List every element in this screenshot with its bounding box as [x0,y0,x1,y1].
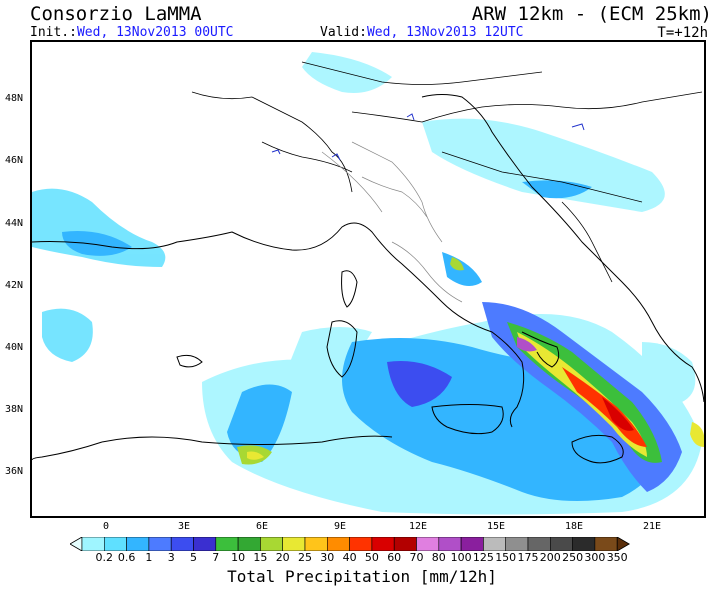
colorbar-tick-label: 0.6 [117,551,136,564]
lat-label-36n: 36N [5,466,24,477]
lat-label-40n: 40N [5,342,24,353]
colorbar-swatch [215,537,239,551]
colorbar-tick-label: 40 [342,551,357,564]
init-time: Init.:Wed, 13Nov2013 00UTC [30,25,234,40]
colorbar-high-arrow [616,537,630,551]
colorbar-tick-label: 300 [584,551,606,564]
lon-label-9e: 9E [333,521,347,532]
map-canvas [32,52,704,515]
valid-value: Wed, 13Nov2013 12UTC [366,25,524,40]
colorbar-swatch [460,537,484,551]
colorbar-tick-label: 5 [190,551,197,564]
colorbar-tick-label: 70 [409,551,424,564]
coastlines [32,94,704,464]
colorbar-tick-label: 175 [517,551,539,564]
lon-label-0: 0 [102,521,110,532]
colorbar-tick-label: 30 [320,551,335,564]
valid-time: Valid:Wed, 13Nov2013 12UTC [320,25,524,40]
colorbar-tick-label: 100 [450,551,472,564]
colorbar-tick-label: 1 [145,551,153,564]
colorbar-swatch [349,537,373,551]
region-borders [321,141,463,303]
colorbar-swatch [393,537,417,551]
lat-label-42n: 42N [5,280,24,291]
forecast-step: T=+12h [657,25,708,41]
lat-label-44n: 44N [5,218,24,229]
colorbar-tick-label: 350 [606,551,628,564]
colorbar-swatch [416,537,440,551]
colorbar-swatch [326,537,350,551]
lake-outlines [271,113,585,161]
colorbar-swatch [527,537,551,551]
colorbar-swatch [572,537,596,551]
colorbar-tick-label: 3 [167,551,175,564]
colorbar-tick-label: 15 [253,551,268,564]
colorbar-swatch [483,537,506,551]
init-label: Init.: [30,25,77,40]
lat-label-48n: 48N [5,93,24,104]
colorbar-low-arrow [70,537,83,551]
colorbar-tick-label: 125 [472,551,494,564]
colorbar-swatch [282,537,306,551]
colorbar-tick-label: 80 [431,551,446,564]
lon-label-21e: 21E [642,521,662,532]
colorbar-tick-label: 50 [364,551,379,564]
colorbar-tick-label: 20 [275,551,290,564]
precip-field-heavy [237,257,704,492]
model-title: ARW 12km - (ECM 25km) [471,3,712,25]
org-title: Consorzio LaMMA [30,3,202,25]
init-value: Wed, 13Nov2013 00UTC [76,25,234,40]
legend-title: Total Precipitation [mm/12h] [227,567,497,586]
valid-label: Valid: [320,25,367,40]
lon-label-15e: 15E [486,521,506,532]
colorbar-swatch [549,537,573,551]
colorbar-swatch [193,537,217,551]
colorbar-tick-label: 150 [495,551,517,564]
precipitation-colorbar [70,537,630,551]
lat-label-38n: 38N [5,404,24,415]
colorbar-swatch [505,537,529,551]
colorbar-swatch [260,537,283,551]
lat-label-46n: 46N [5,155,24,166]
colorbar-tick-label: 60 [387,551,402,564]
colorbar-swatch [148,537,172,551]
colorbar-swatch [170,537,194,551]
colorbar-swatch [438,537,462,551]
colorbar-tick-label: 0.2 [95,551,114,564]
colorbar-tick-label: 25 [298,551,312,564]
lon-label-3e: 3E [177,521,191,532]
country-borders [191,61,703,283]
colorbar-swatch [103,537,127,551]
lon-label-6e: 6E [255,521,269,532]
colorbar-swatch [594,537,618,551]
colorbar-swatch [81,537,105,551]
lon-label-18e: 18E [564,521,584,532]
precipitation-map[interactable] [30,40,706,518]
colorbar-tick-label: 200 [539,551,561,564]
colorbar-swatch [371,537,395,551]
colorbar-swatch [126,537,150,551]
colorbar-tick-label: 7 [212,551,220,564]
colorbar-tick-label: 250 [562,551,584,564]
lon-label-12e: 12E [408,521,428,532]
colorbar-swatch [304,537,328,551]
colorbar-tick-label: 10 [231,551,246,564]
colorbar-swatch [237,537,261,551]
